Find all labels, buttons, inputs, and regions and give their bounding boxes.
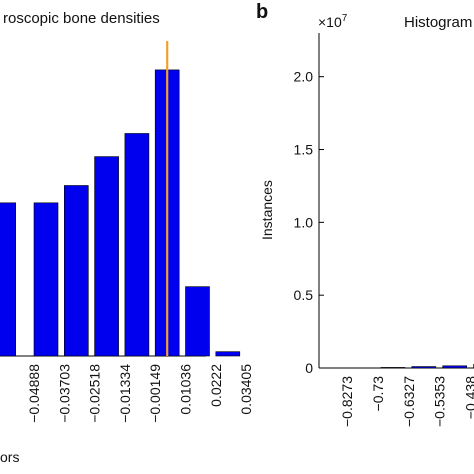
panel-b-x-tick-label: −0.5353 bbox=[432, 376, 448, 427]
panel-a-x-tick-label: −0.01334 bbox=[117, 364, 133, 423]
panel-b-x-tick-label: −0.438 bbox=[463, 376, 474, 419]
panel-b-y-tick-label: 0 bbox=[305, 360, 313, 376]
panel-b-bars bbox=[380, 364, 474, 369]
panel-a-bar bbox=[0, 202, 16, 357]
panel-a-x-tick-label: 0.03405 bbox=[238, 364, 254, 415]
panel-a-bar bbox=[124, 133, 150, 357]
panel-b-y-ticks: 0 0.5 1.0 1.5 2.0 bbox=[294, 69, 324, 376]
panel-a-x-tick-label: −0.03703 bbox=[56, 364, 72, 423]
panel-a-bar bbox=[33, 202, 59, 357]
panel-a-title: roscopic bone densities bbox=[3, 10, 160, 27]
panel-b-bar bbox=[411, 366, 437, 369]
panel-a-x-tick-label: −0.00149 bbox=[147, 364, 163, 423]
panel-b-y-exponent: ×107 bbox=[318, 13, 348, 30]
panel-a-histogram: roscopic bone densities −0.04888 −0.03703… bbox=[0, 10, 254, 465]
panel-a-x-tick-label: −0.02518 bbox=[87, 364, 103, 423]
panel-b-letter: b bbox=[256, 1, 268, 23]
panel-a-x-tick-label: 0.0222 bbox=[208, 364, 224, 407]
panel-b-title: Histogram bbox=[404, 14, 472, 31]
panel-b-bar bbox=[442, 365, 468, 369]
panel-b-x-tick-label: −0.8273 bbox=[339, 376, 355, 427]
panel-b-y-tick-label: 1.5 bbox=[294, 142, 314, 158]
panel-b-y-tick-label: 2.0 bbox=[294, 69, 314, 85]
panel-a-bar bbox=[94, 156, 119, 357]
panel-b-y-tick-label: 0.5 bbox=[294, 287, 314, 303]
panel-a-x-label: ors bbox=[0, 449, 19, 465]
panel-b-x-tick-label: −0.73 bbox=[370, 376, 386, 412]
panel-a-bar bbox=[215, 351, 241, 357]
panel-a-bar bbox=[64, 185, 89, 357]
panel-b-x-ticks: −0.8273−0.73−0.6327−0.5353−0.438−0.3407 bbox=[339, 376, 474, 427]
panel-a-x-tick-label: −0.04888 bbox=[26, 364, 42, 423]
panel-b-y-tick-label: 1.0 bbox=[294, 214, 314, 230]
panel-b-bar bbox=[380, 367, 406, 369]
panel-b-y-label: Instances bbox=[259, 180, 275, 240]
panel-a-bar bbox=[185, 286, 210, 357]
panel-b-histogram: b Histogram ×107 0 0.5 1.0 1.5 2.0 Instances… bbox=[256, 1, 474, 427]
panel-b-x-tick-label: −0.6327 bbox=[401, 376, 417, 427]
panel-a-x-tick-label: 0.01036 bbox=[178, 364, 194, 415]
panel-a-x-ticks: −0.04888 −0.03703 −0.02518 −0.01334 −0.00149… bbox=[26, 364, 254, 423]
panel-a-bars bbox=[0, 69, 241, 357]
